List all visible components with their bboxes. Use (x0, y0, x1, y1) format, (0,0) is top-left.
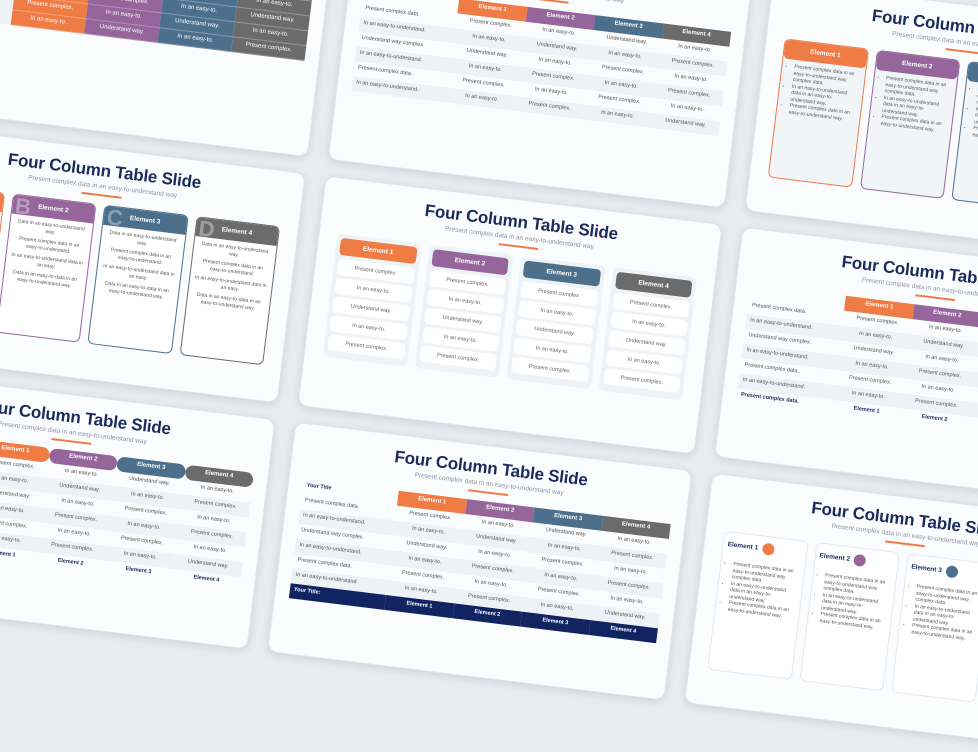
title-underline (81, 191, 122, 199)
data-table: Your Title Element 1 Element 2 Element 3 Ele… (288, 479, 671, 644)
title-underline (468, 489, 509, 497)
card-bullet: Present complex data in an easy-to-under… (972, 125, 978, 146)
slide-thumbnail-icon-cards[interactable]: Four Column Table Slide Present complex d… (683, 472, 978, 752)
card: C Element 3 Data in an easy-to-understand … (87, 204, 189, 355)
title-underline (498, 243, 539, 250)
slide-thumbnail-letter-cards[interactable]: Four Column Table Slide Present complex d… (0, 124, 306, 404)
card-header: Element 3 (129, 214, 161, 226)
column: Element 1 Present complex. In an easy-to. U… (322, 233, 422, 367)
megaphone-icon (761, 542, 775, 556)
slide-thumbnail-table-footer[interactable]: Four Column Table Slide Present complex d… (267, 421, 693, 701)
server-icon (945, 565, 959, 579)
title-underline (945, 48, 978, 55)
column: Element 3 Present complex. In an easy-to. U… (506, 255, 606, 390)
data-table: Present complex.In an easy-to.Understand… (0, 0, 319, 62)
title-underline (51, 438, 92, 445)
slide-thumbnail-column-cards[interactable]: Four Column Table Slide Present complex d… (297, 175, 723, 455)
card-header: Element 2 (819, 552, 851, 563)
card: D Element 4 Data in an easy-to-understand … (179, 216, 281, 366)
card-header: Element 1 (727, 540, 759, 552)
slide-thumbnail-colored-columns[interactable]: Present complex.In an easy-to.Understand… (0, 0, 337, 158)
slide-thumbnail-pill-table[interactable]: Four Column Table Slide Present complex d… (0, 370, 276, 650)
title-underline (528, 0, 569, 4)
title-underline (885, 540, 926, 548)
card: B Element 2 Data in an easy-to-understand … (0, 193, 97, 343)
column: Element 2 Present complex. In an easy-to. U… (414, 244, 514, 379)
letter-cards: AElement 1Data in an easy-to-understand … (0, 182, 284, 366)
card-letter: B (13, 193, 33, 220)
card-letter: C (105, 204, 125, 231)
card-header: Element 3 (910, 563, 943, 575)
column: Element 4 Present complex. In an easy-to. U… (597, 267, 697, 401)
card-header: Element 2 (37, 203, 69, 215)
card-letter: D (197, 216, 217, 243)
column-cards: Element 1 Present complex. In an easy-to. U… (319, 233, 701, 401)
award-icon (853, 553, 867, 568)
card-header: Element 4 (221, 226, 253, 237)
footer-cell: Element 3 (967, 417, 978, 440)
title-underline (915, 294, 956, 302)
